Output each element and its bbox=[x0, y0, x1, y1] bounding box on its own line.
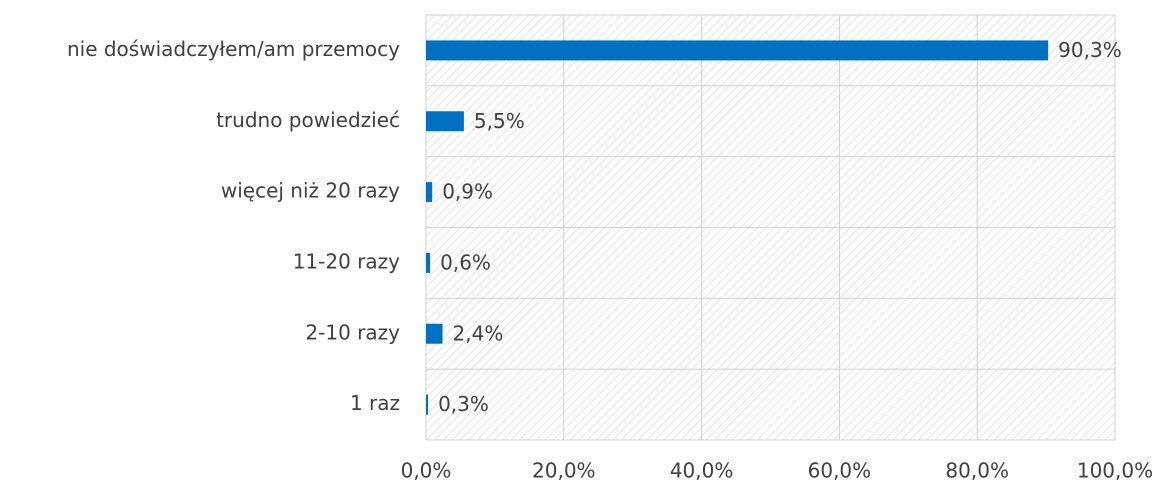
value-label: 0,6% bbox=[440, 250, 491, 274]
value-label: 0,3% bbox=[438, 392, 489, 416]
x-tick-label: 0,0% bbox=[401, 459, 452, 483]
bar bbox=[426, 394, 429, 415]
x-tick-label: 100,0% bbox=[1077, 459, 1153, 483]
value-label: 5,5% bbox=[474, 109, 525, 133]
bar bbox=[426, 252, 431, 273]
y-tick-label: nie doświadczyłem/am przemocy bbox=[67, 37, 400, 61]
value-label: 90,3% bbox=[1058, 38, 1122, 62]
y-tick-label: trudno powiedzieć bbox=[216, 108, 400, 132]
value-label: 2,4% bbox=[453, 321, 504, 345]
value-label: 0,9% bbox=[442, 180, 493, 204]
bar bbox=[426, 111, 464, 132]
bar bbox=[426, 40, 1049, 61]
x-tick-label: 80,0% bbox=[945, 459, 1009, 483]
x-tick-label: 20,0% bbox=[532, 459, 596, 483]
bar bbox=[426, 182, 433, 203]
y-tick-label: 1 raz bbox=[350, 391, 400, 415]
y-tick-label: więcej niż 20 razy bbox=[221, 179, 400, 203]
bar bbox=[426, 323, 443, 344]
y-tick-label: 11-20 razy bbox=[293, 249, 400, 273]
x-tick-label: 40,0% bbox=[670, 459, 734, 483]
y-tick-label: 2-10 razy bbox=[305, 320, 400, 344]
x-tick-label: 60,0% bbox=[808, 459, 872, 483]
